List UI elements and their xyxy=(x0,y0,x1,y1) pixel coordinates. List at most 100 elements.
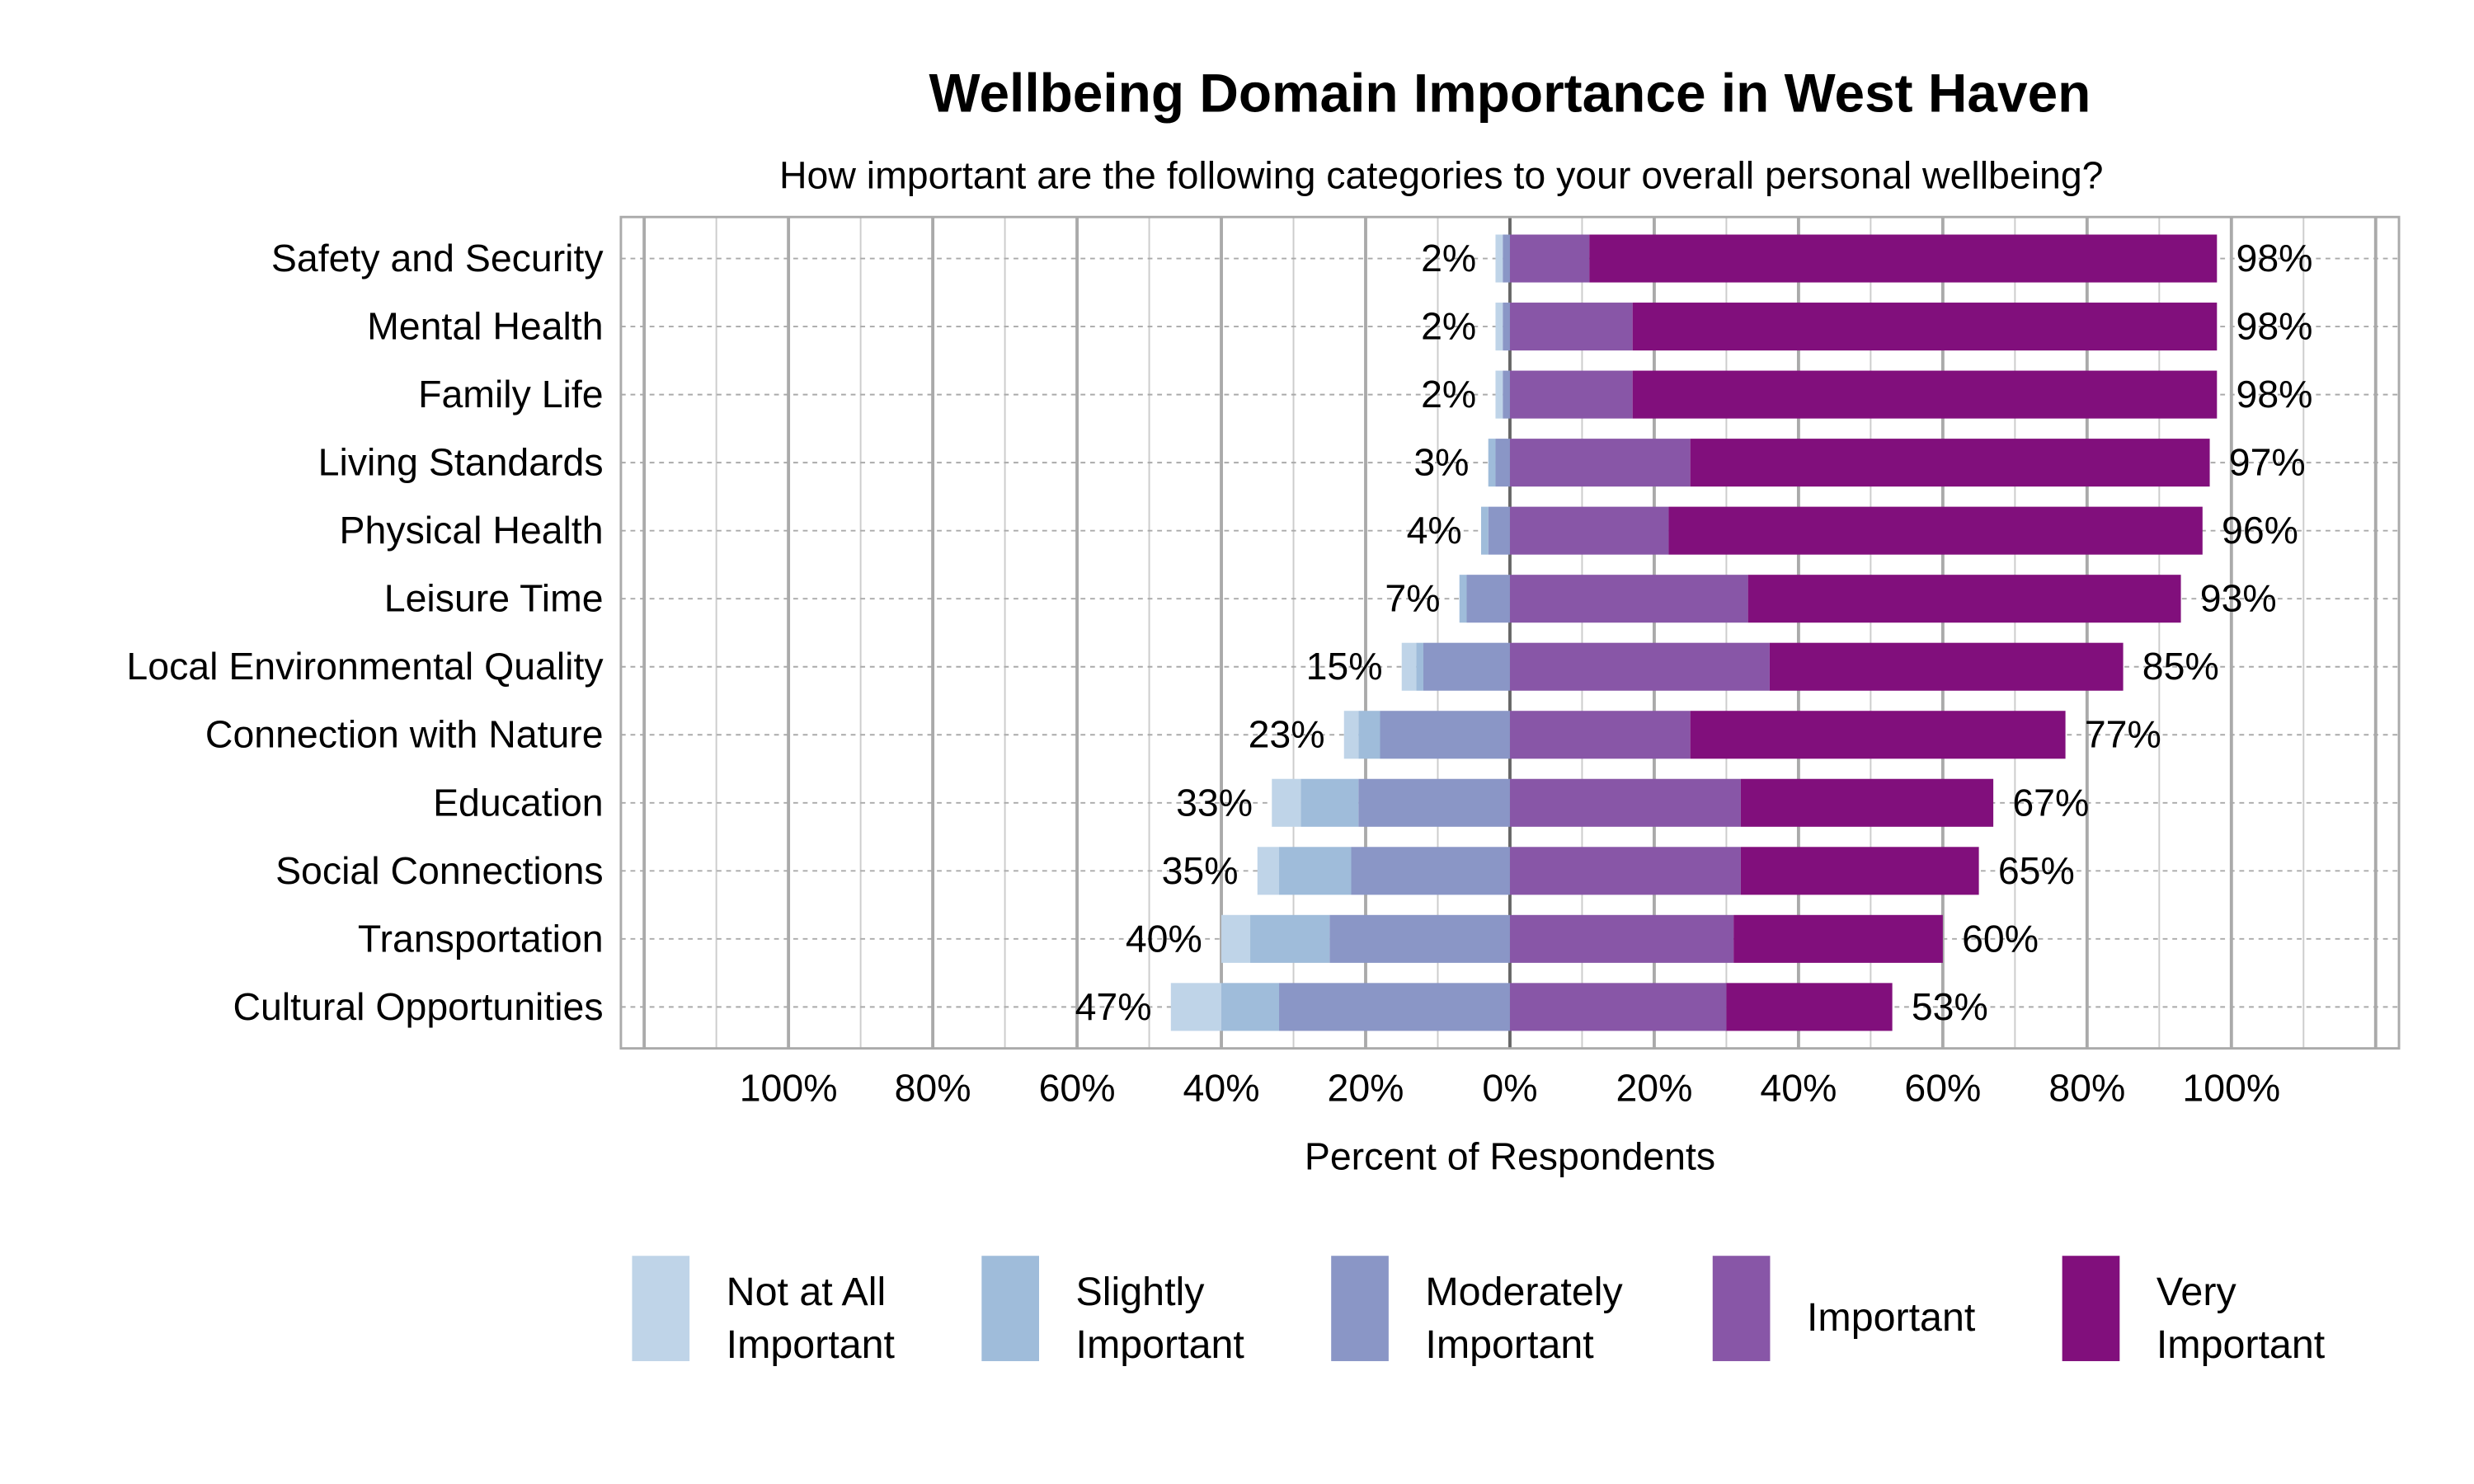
bar-segment xyxy=(1495,439,1510,487)
bar-segment xyxy=(1279,847,1352,895)
bar-segment xyxy=(1509,439,1691,487)
bars xyxy=(1170,234,2218,1031)
x-tick-label: 60% xyxy=(1039,1066,1116,1109)
x-tick-label: 40% xyxy=(1183,1066,1260,1109)
right-total-label: 77% xyxy=(2085,713,2161,756)
bar-segment xyxy=(1488,506,1510,555)
bar-segment xyxy=(1503,234,1510,283)
legend-swatch xyxy=(2062,1256,2120,1361)
bar-segment xyxy=(1221,983,1280,1031)
bar-segment xyxy=(1503,303,1510,351)
bar-segment xyxy=(1740,778,1994,827)
x-tick-label: 60% xyxy=(1904,1066,1981,1109)
bar-segment xyxy=(1509,303,1633,351)
bar-segment xyxy=(1509,778,1741,827)
left-total-label: 15% xyxy=(1306,645,1383,688)
chart-subtitle: How important are the following categori… xyxy=(779,153,2104,196)
bar-segment xyxy=(1488,439,1496,487)
bar-segment xyxy=(1668,506,2203,555)
bar-segment xyxy=(1358,778,1510,827)
grid xyxy=(620,217,2400,1049)
bar-segment xyxy=(1509,234,1590,283)
bar-segment xyxy=(1509,575,1748,623)
legend-label: Important xyxy=(1425,1322,1594,1367)
category-label: Transportation xyxy=(358,917,604,960)
bar-segment xyxy=(1250,914,1330,963)
left-total-label: 7% xyxy=(1385,577,1440,620)
bar-segment xyxy=(1170,983,1222,1031)
right-total-label: 98% xyxy=(2236,373,2313,416)
legend-label: Slightly xyxy=(1076,1270,1206,1314)
bar-segment xyxy=(1632,303,2218,351)
legend-swatch xyxy=(981,1256,1039,1361)
left-total-label: 2% xyxy=(1421,237,1476,279)
bar-segment xyxy=(1509,914,1734,963)
legend-swatch xyxy=(1331,1256,1389,1361)
right-total-label: 60% xyxy=(1962,917,2039,960)
left-total-label: 4% xyxy=(1407,509,1462,552)
legend-label: Important xyxy=(1807,1295,1976,1340)
plot-frame xyxy=(619,215,2401,1050)
left-total-label: 3% xyxy=(1413,441,1469,484)
bar-segment xyxy=(1690,711,2066,759)
category-label: Living Standards xyxy=(318,441,604,484)
bar-segment xyxy=(1401,642,1417,691)
bar-segment xyxy=(1351,847,1510,895)
bar-segment xyxy=(1495,370,1503,419)
category-label: Family Life xyxy=(418,373,604,416)
category-label: Leisure Time xyxy=(384,577,604,620)
bar-segment xyxy=(1300,778,1359,827)
right-total-label: 93% xyxy=(2200,577,2277,620)
bar-segment xyxy=(1747,575,2181,623)
legend-label: Very xyxy=(2157,1270,2237,1314)
bar-segment xyxy=(1221,914,1251,963)
right-total-label: 98% xyxy=(2236,305,2313,348)
bar-segment xyxy=(1509,847,1741,895)
bar-segment xyxy=(1272,778,1301,827)
x-tick-label: 100% xyxy=(2182,1066,2280,1109)
left-total-label: 47% xyxy=(1075,985,1152,1028)
labels: Safety and Security 2% 98% Mental Health 2% 9… xyxy=(126,237,2312,1028)
bar-segment xyxy=(1503,370,1510,419)
bar-segment xyxy=(1495,303,1503,351)
bar-segment xyxy=(1589,234,2218,283)
bar-segment xyxy=(1733,914,1943,963)
bar-segment xyxy=(1726,983,1893,1031)
bar-segment xyxy=(1509,642,1770,691)
bar-segment xyxy=(1343,711,1359,759)
left-total-label: 23% xyxy=(1249,713,1325,756)
bar-segment xyxy=(1740,847,1979,895)
category-label: Mental Health xyxy=(367,305,604,348)
bar-segment xyxy=(1509,506,1669,555)
bar-segment xyxy=(1509,711,1691,759)
left-total-label: 35% xyxy=(1162,849,1239,892)
legend-swatch xyxy=(632,1256,690,1361)
bar-segment xyxy=(1480,506,1489,555)
legend-label: Moderately xyxy=(1425,1270,1623,1314)
x-tick-label: 40% xyxy=(1760,1066,1837,1109)
right-total-label: 85% xyxy=(2142,645,2219,688)
x-tick-label: 80% xyxy=(2048,1066,2125,1109)
left-total-label: 33% xyxy=(1176,781,1253,824)
legend-label: Important xyxy=(2157,1322,2326,1367)
legend-swatch xyxy=(1712,1256,1771,1361)
legend-label: Important xyxy=(727,1322,896,1367)
legend-label: Important xyxy=(1076,1322,1245,1367)
x-axis-label: Percent of Respondents xyxy=(1305,1135,1715,1178)
bar-segment xyxy=(1632,370,2218,419)
bar-segment xyxy=(1279,983,1510,1031)
right-total-label: 65% xyxy=(1998,849,2075,892)
legend-label: Not at All xyxy=(727,1270,887,1314)
left-total-label: 2% xyxy=(1421,305,1476,348)
bar-segment xyxy=(1466,575,1510,623)
category-label: Education xyxy=(433,781,604,824)
right-total-label: 98% xyxy=(2236,237,2313,279)
chart-title: Wellbeing Domain Importance in West Have… xyxy=(929,62,2091,123)
category-label: Physical Health xyxy=(340,509,604,552)
x-axis-ticks: 100% 80% 60% 40% 20% 0% 20% 40% 60% 80% 100% xyxy=(740,1066,2280,1109)
category-label: Social Connections xyxy=(275,849,604,892)
x-tick-label: 20% xyxy=(1616,1066,1692,1109)
right-total-label: 97% xyxy=(2229,441,2306,484)
bar-segment xyxy=(1416,642,1423,691)
left-total-label: 2% xyxy=(1421,373,1476,416)
